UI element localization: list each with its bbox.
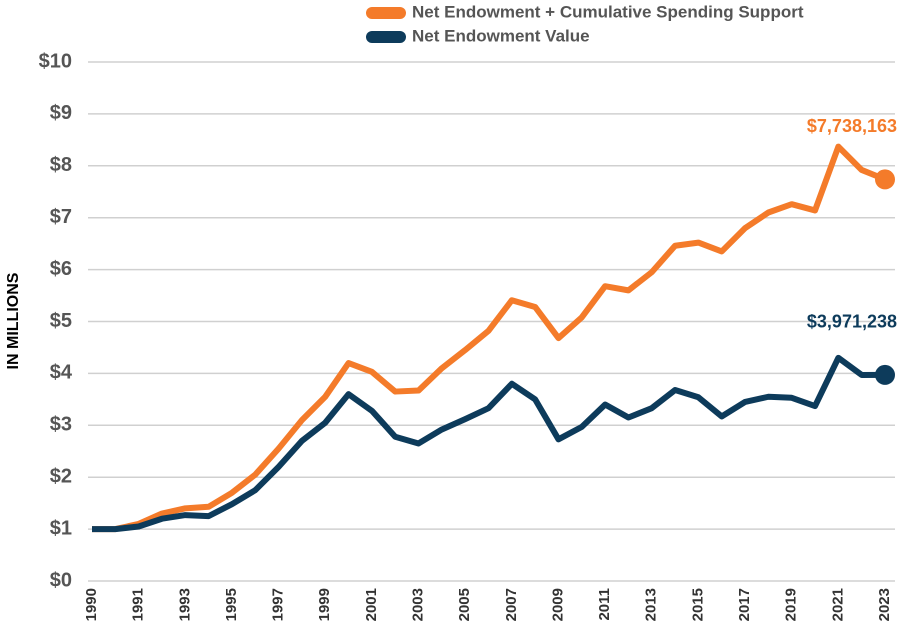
end-marker [875, 364, 895, 385]
value-label: $3,971,238 [807, 312, 897, 332]
x-tick-label: 1999 [316, 588, 333, 621]
y-tick-label: $6 [50, 258, 72, 280]
x-tick-label: 2019 [783, 588, 800, 621]
legend-label: Net Endowment Value [412, 26, 590, 45]
x-tick-label: 2011 [596, 588, 613, 621]
x-tick-label: 1995 [223, 588, 240, 621]
y-tick-label: $5 [50, 310, 72, 332]
x-tick-label: 2001 [363, 588, 380, 621]
series-line [92, 354, 886, 533]
x-tick-label: 1991 [130, 588, 147, 621]
x-tick-label: 2007 [503, 588, 520, 621]
y-tick-label: $1 [50, 517, 72, 539]
y-tick-label: $10 [39, 50, 72, 72]
x-tick-label: 2005 [456, 588, 473, 621]
y-tick-label: $4 [50, 362, 73, 384]
x-tick-label: 2017 [736, 588, 753, 621]
x-tick-label: 1993 [176, 588, 193, 621]
y-tick-label: $7 [50, 206, 72, 228]
x-tick-label: 2009 [549, 588, 566, 621]
x-tick-label: 1997 [270, 588, 287, 621]
end-marker [875, 169, 895, 190]
y-tick-label: $0 [50, 569, 72, 591]
y-tick-label: $3 [50, 414, 72, 436]
y-axis-label: IN MILLIONS [5, 272, 22, 369]
y-tick-label: $2 [50, 465, 72, 487]
x-tick-label: 2023 [876, 588, 893, 621]
value-label: $7,738,163 [807, 116, 897, 136]
x-tick-label: 2015 [689, 588, 706, 621]
legend-label: Net Endowment + Cumulative Spending Supp… [412, 2, 804, 21]
x-tick-label: 2021 [829, 588, 846, 621]
y-tick-label: $9 [50, 102, 72, 124]
x-tick-label: 2003 [409, 588, 426, 621]
y-tick-label: $8 [50, 154, 72, 176]
x-tick-label: 2013 [643, 588, 660, 621]
x-tick-label: 1990 [83, 588, 100, 621]
series-line [92, 143, 887, 533]
